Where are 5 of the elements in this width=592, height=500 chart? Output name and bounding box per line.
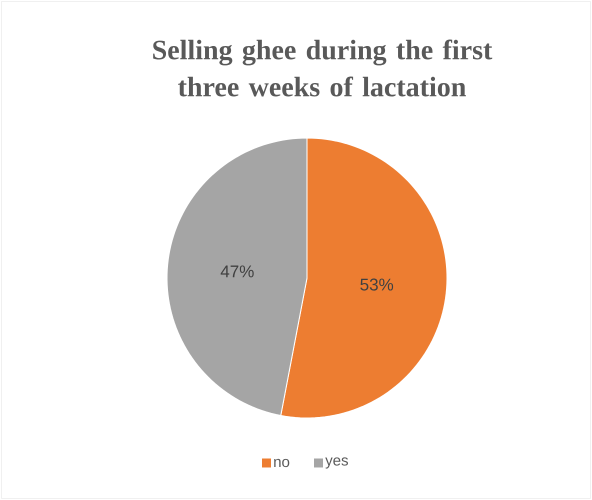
data-label: 53% bbox=[360, 278, 394, 291]
legend-label: no bbox=[274, 458, 290, 468]
data-label: 47% bbox=[220, 265, 254, 278]
chart-title: Selling ghee during the first three weeks of lactation bbox=[153, 40, 492, 96]
legend-label: yes bbox=[325, 457, 348, 469]
